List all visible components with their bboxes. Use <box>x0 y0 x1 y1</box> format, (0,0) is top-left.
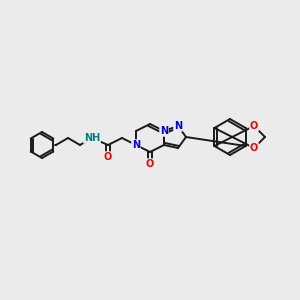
Text: O: O <box>104 152 112 162</box>
Text: N: N <box>160 126 168 136</box>
Text: NH: NH <box>84 133 100 143</box>
Text: O: O <box>250 143 258 153</box>
Text: O: O <box>146 159 154 169</box>
Text: N: N <box>174 121 182 131</box>
Text: O: O <box>250 121 258 131</box>
Text: N: N <box>132 140 140 150</box>
